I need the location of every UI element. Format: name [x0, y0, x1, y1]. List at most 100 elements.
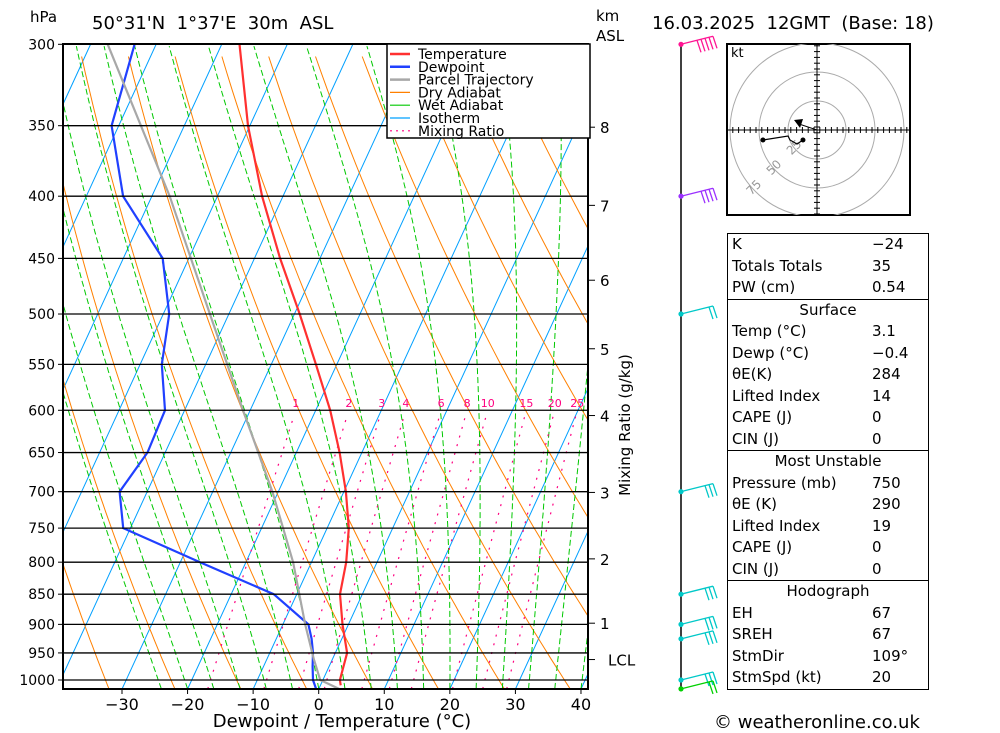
mixing-ratio-label: 25 [570, 397, 584, 410]
temperature-line [238, 44, 350, 686]
wind-barb-feather [712, 616, 718, 629]
wet-adiabat-line [498, 46, 518, 689]
dry-adiabat-line [924, 57, 1000, 689]
index-row: CIN (J) 0 [728, 429, 928, 451]
wind-barb-feather [708, 681, 714, 695]
wet-adiabat-line [432, 45, 481, 689]
wind-barb-feather [708, 631, 714, 645]
index-value: −0.4 [872, 343, 909, 362]
copyright[interactable]: © weatheronline.co.uk [714, 712, 920, 733]
index-value: 0 [872, 408, 882, 426]
dry-adiabat-line [455, 56, 588, 326]
index-row: Lifted Index 14 [728, 386, 928, 408]
parcel-trajectory-line [106, 44, 340, 689]
wind-barb-feather [712, 483, 718, 496]
dewpoint-line [110, 44, 318, 689]
index-label: StmSpd (kt) [732, 668, 822, 686]
index-value: 0 [872, 559, 882, 578]
axes: 1 2 3 4 6 8 10 15 20 2530035040045050055060065070… [19, 37, 635, 714]
wind-barb-shaft [680, 615, 714, 626]
isotherm-line [63, 44, 223, 391]
wind-barb-feather [712, 187, 718, 201]
wet-adiabat-line [554, 359, 588, 689]
index-row: CAPE (J) 0 [728, 407, 928, 429]
wind-barbs [678, 35, 718, 695]
index-row: θE(K) 284 [728, 364, 928, 386]
wind-barb [678, 615, 718, 631]
index-label: Dewp (°C) [732, 343, 810, 362]
section-title: Most Unstable [774, 452, 882, 470]
mixing-ratio-label: 15 [519, 397, 533, 410]
most-unstable-section: Most Unstable Pressure (mb) 750 θE (K) 290 Li… [728, 450, 928, 580]
wind-barb-shaft [680, 305, 714, 315]
mixing-ratio-line [361, 416, 440, 689]
index-value: 284 [872, 365, 901, 383]
wind-barb-shaft [680, 680, 714, 690]
index-value: 67 [872, 625, 892, 643]
dry-adiabat-line [81, 56, 308, 689]
wind-barb-feather [712, 671, 718, 685]
wind-barb-shaft [680, 630, 714, 640]
mixing-ratio-line [451, 416, 526, 689]
hodograph-endpoint [760, 137, 766, 143]
isotherm-line [121, 44, 420, 689]
location-title: 50°31'N 1°37'E 30m ASL [92, 13, 333, 34]
index-label: Lifted Index [732, 516, 821, 535]
legend-entry: Wet Adiabat [418, 98, 504, 114]
mixing-ratio-axis-label: Mixing Ratio (g/kg) [616, 354, 634, 496]
legend-entry: Dry Adiabat [418, 85, 501, 101]
dry-adiabat-line [174, 56, 439, 689]
mixing-ratio-line [207, 416, 295, 689]
index-value: 20 [872, 668, 892, 686]
mixing-ratio-label: 3 [378, 397, 385, 410]
pressure-tick-label: 400 [28, 189, 55, 205]
mixing-ratio-label: 8 [464, 397, 471, 410]
mixing-ratio-line [298, 416, 381, 689]
wind-barb-feather [708, 586, 714, 600]
index-value: 0 [872, 538, 882, 556]
pressure-tick-label: 350 [28, 119, 55, 135]
index-label: PW (cm) [732, 278, 796, 296]
pressure-tick-label: 900 [28, 617, 55, 633]
pressure-tick-label: 450 [28, 251, 55, 267]
index-row: CAPE (J) 0 [728, 537, 928, 559]
profiles [106, 44, 350, 689]
wind-barb-feather [712, 305, 718, 319]
hodograph-trace [762, 135, 804, 145]
temperature-tick-label: 10 [374, 695, 394, 714]
wind-barb [678, 35, 718, 53]
legend-entry: Isotherm [418, 111, 480, 127]
index-value: −24 [872, 235, 904, 253]
index-row: StmSpd (kt) 20 [728, 667, 928, 689]
temperature-tick-label: 0 [314, 695, 324, 714]
pressure-tick-label: 550 [28, 357, 55, 373]
wind-barb [678, 671, 718, 687]
dry-adiabat-line [361, 56, 588, 519]
dry-adiabat-line [63, 377, 176, 689]
index-label: CAPE (J) [732, 408, 793, 426]
pressure-tick-label: 850 [28, 587, 55, 603]
dry-adiabat-line [315, 56, 588, 618]
pressure-tick-label: 950 [28, 646, 55, 662]
storm-motion-arrow-icon [794, 118, 804, 128]
dry-adiabat-line [970, 57, 1000, 689]
wind-barb-dot [678, 686, 684, 692]
storm-motion-line [798, 123, 818, 131]
wet-adiabat-line [208, 45, 372, 689]
index-row: Totals Totals 35 [728, 256, 928, 278]
pressure-tick-label: 600 [28, 403, 55, 419]
dry-adiabat-line [268, 56, 571, 689]
wet-adiabat-line [63, 206, 215, 689]
mixing-ratio-line [506, 416, 577, 689]
index-row: θE (K) 290 [728, 494, 928, 516]
surface-section: Surface Temp (°C) 3.1 Dewp (°C) −0.4 θE(K) 284… [728, 298, 928, 451]
index-value: 67 [872, 603, 892, 622]
mixing-ratio-label: 4 [402, 397, 409, 410]
hodograph-section: Hodograph EH 67 SREH 67 StmDir 109° StmSpd (kt)… [728, 580, 928, 689]
wind-barb-feather [704, 632, 710, 646]
index-value: 0.54 [872, 278, 906, 296]
dry-adiabat-line [221, 56, 505, 689]
pressure-tick-label: 650 [28, 446, 55, 462]
